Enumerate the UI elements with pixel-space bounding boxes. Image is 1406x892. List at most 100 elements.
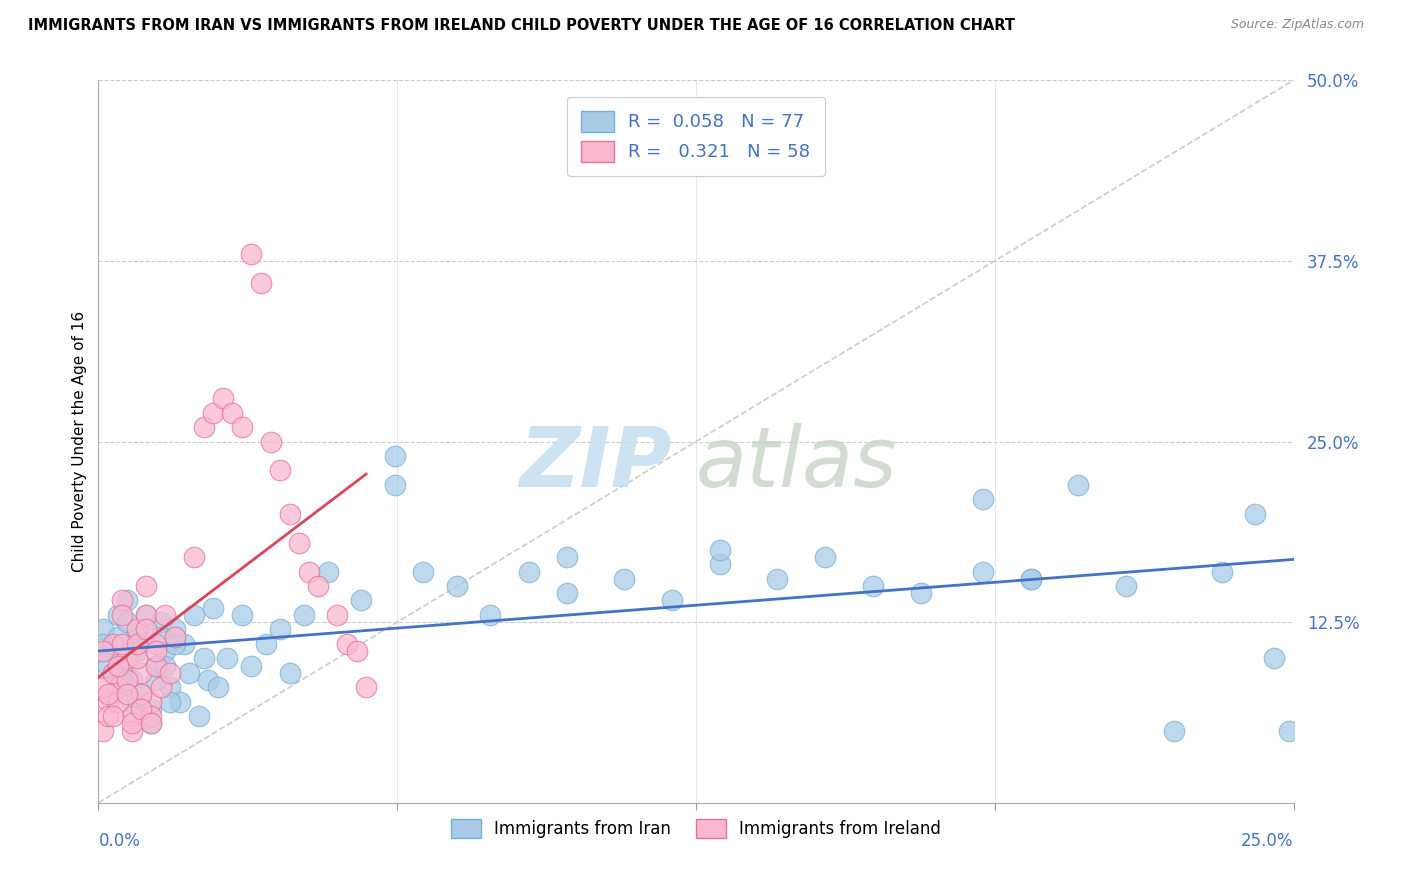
- Point: [101, 665, 124, 680]
- Point: [231, 420, 253, 434]
- Point: [479, 607, 502, 622]
- Point: [254, 637, 277, 651]
- Point: [115, 593, 138, 607]
- Point: [135, 607, 157, 622]
- Point: [115, 615, 138, 630]
- Point: [278, 665, 301, 680]
- Point: [173, 637, 195, 651]
- Point: [159, 665, 181, 680]
- Point: [1263, 651, 1285, 665]
- Point: [107, 680, 129, 694]
- Point: [107, 630, 129, 644]
- Point: [107, 607, 129, 622]
- Point: [131, 702, 153, 716]
- Point: [139, 716, 162, 731]
- Point: [125, 651, 148, 665]
- Point: [316, 565, 339, 579]
- Point: [193, 420, 215, 434]
- Point: [766, 572, 789, 586]
- Text: Source: ZipAtlas.com: Source: ZipAtlas.com: [1230, 18, 1364, 31]
- Point: [121, 709, 143, 723]
- Point: [1067, 478, 1090, 492]
- Point: [169, 695, 191, 709]
- Point: [115, 687, 138, 701]
- Point: [121, 716, 143, 731]
- Point: [350, 593, 373, 607]
- Point: [139, 709, 162, 723]
- Point: [1019, 572, 1042, 586]
- Text: 25.0%: 25.0%: [1241, 831, 1294, 850]
- Point: [155, 658, 177, 673]
- Point: [111, 658, 134, 673]
- Point: [91, 637, 114, 651]
- Point: [145, 644, 167, 658]
- Point: [910, 586, 932, 600]
- Point: [307, 579, 329, 593]
- Point: [183, 550, 205, 565]
- Point: [131, 702, 153, 716]
- Point: [135, 623, 157, 637]
- Point: [384, 449, 406, 463]
- Point: [145, 658, 167, 673]
- Point: [111, 593, 134, 607]
- Point: [121, 673, 143, 687]
- Point: [125, 630, 148, 644]
- Point: [131, 687, 153, 701]
- Point: [145, 673, 167, 687]
- Point: [240, 246, 263, 260]
- Point: [97, 687, 120, 701]
- Point: [121, 695, 143, 709]
- Point: [111, 637, 134, 651]
- Point: [231, 607, 253, 622]
- Point: [1163, 723, 1185, 738]
- Point: [1244, 507, 1267, 521]
- Point: [1278, 723, 1301, 738]
- Point: [298, 565, 321, 579]
- Point: [145, 658, 167, 673]
- Point: [125, 644, 148, 658]
- Text: IMMIGRANTS FROM IRAN VS IMMIGRANTS FROM IRELAND CHILD POVERTY UNDER THE AGE OF 1: IMMIGRANTS FROM IRAN VS IMMIGRANTS FROM …: [28, 18, 1015, 33]
- Point: [91, 680, 114, 694]
- Point: [159, 680, 181, 694]
- Point: [91, 723, 114, 738]
- Point: [197, 673, 219, 687]
- Point: [269, 463, 291, 477]
- Point: [111, 607, 134, 622]
- Point: [97, 709, 120, 723]
- Point: [97, 695, 120, 709]
- Point: [131, 687, 153, 701]
- Point: [115, 673, 138, 687]
- Point: [613, 572, 636, 586]
- Point: [145, 637, 167, 651]
- Point: [155, 644, 177, 658]
- Point: [101, 665, 124, 680]
- Point: [135, 607, 157, 622]
- Point: [149, 615, 172, 630]
- Point: [1115, 579, 1137, 593]
- Point: [163, 623, 186, 637]
- Text: 0.0%: 0.0%: [98, 831, 141, 850]
- Point: [288, 535, 311, 549]
- Y-axis label: Child Poverty Under the Age of 16: Child Poverty Under the Age of 16: [72, 311, 87, 572]
- Point: [107, 658, 129, 673]
- Point: [97, 644, 120, 658]
- Point: [259, 434, 281, 449]
- Point: [135, 630, 157, 644]
- Point: [354, 680, 377, 694]
- Point: [217, 651, 239, 665]
- Point: [972, 565, 994, 579]
- Point: [555, 586, 578, 600]
- Point: [125, 637, 148, 651]
- Point: [115, 651, 138, 665]
- Point: [139, 702, 162, 716]
- Point: [202, 600, 225, 615]
- Point: [221, 406, 243, 420]
- Point: [163, 630, 186, 644]
- Point: [336, 637, 359, 651]
- Point: [346, 644, 368, 658]
- Point: [97, 658, 120, 673]
- Point: [202, 406, 225, 420]
- Point: [91, 623, 114, 637]
- Point: [111, 673, 134, 687]
- Point: [179, 665, 201, 680]
